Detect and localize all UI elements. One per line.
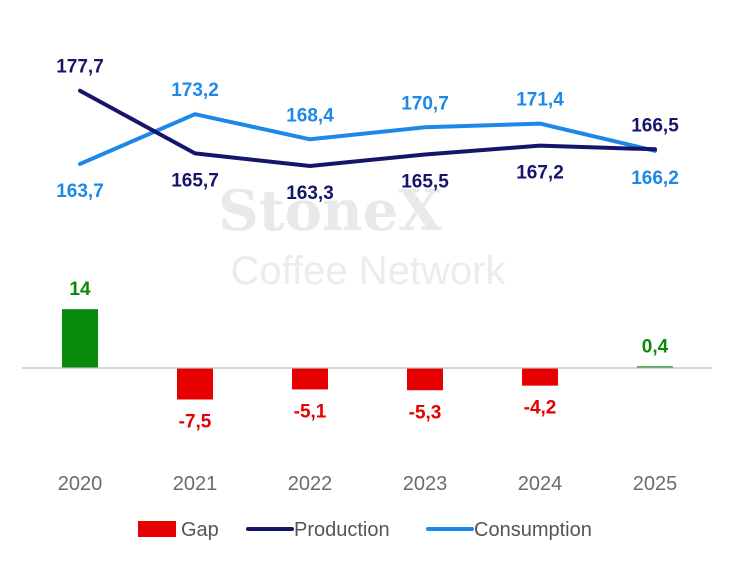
x-tick-2025: 2025 [633,473,678,495]
gap-label-2020: 14 [69,279,91,300]
production-label-2022: 163,3 [286,183,334,204]
consumption-label-2025: 166,2 [631,168,679,189]
x-tick-2020: 2020 [58,473,103,495]
consumption-label-2022: 168,4 [286,105,334,126]
legend-production-label: Production [294,519,390,541]
watermark-subtitle: Coffee Network [231,249,507,293]
production-label-2025: 166,5 [631,115,679,136]
production-label-2021: 165,7 [171,170,219,191]
consumption-line [78,112,657,166]
production-label-2023: 165,5 [401,171,449,192]
x-tick-2022: 2022 [288,473,333,495]
gap-bar-2023 [407,368,443,391]
gap-bar-2024 [522,368,558,386]
production-line [78,88,657,168]
watermark-brand: StoneX [218,178,442,244]
value-labels: 14 -7,5 -5,1 -5,3 -4,2 0,4 177,7 165,7 163,3 165,… [56,57,679,433]
consumption-label-2023: 170,7 [401,93,449,114]
gap-label-2023: -5,3 [409,402,442,423]
x-tick-2021: 2021 [173,473,218,495]
consumption-label-2020: 163,7 [56,181,104,202]
gap-label-2021: -7,5 [179,412,212,433]
gap-bars [62,309,673,400]
gap-bar-2022 [292,368,328,390]
production-label-2024: 167,2 [516,163,564,184]
gap-label-2024: -4,2 [524,398,557,419]
consumption-label-2024: 171,4 [516,90,564,111]
legend: Gap Production Consumption [138,519,592,541]
legend-gap-label: Gap [181,519,219,541]
watermark: StoneX Coffee Network [218,178,506,293]
gap-label-2025: 0,4 [642,336,669,357]
gap-bar-2020 [62,309,98,368]
gap-bar-2021 [177,368,213,400]
consumption-label-2021: 173,2 [171,80,219,101]
x-axis-ticks: 2020 2021 2022 2023 2024 2025 [58,473,678,495]
x-tick-2024: 2024 [518,473,563,495]
legend-gap-swatch [138,521,176,537]
x-tick-2023: 2023 [403,473,448,495]
production-label-2020: 177,7 [56,57,104,78]
legend-consumption-label: Consumption [474,519,592,541]
gap-bar-2025 [637,366,673,368]
gap-label-2022: -5,1 [294,401,327,422]
line-series [78,88,657,168]
